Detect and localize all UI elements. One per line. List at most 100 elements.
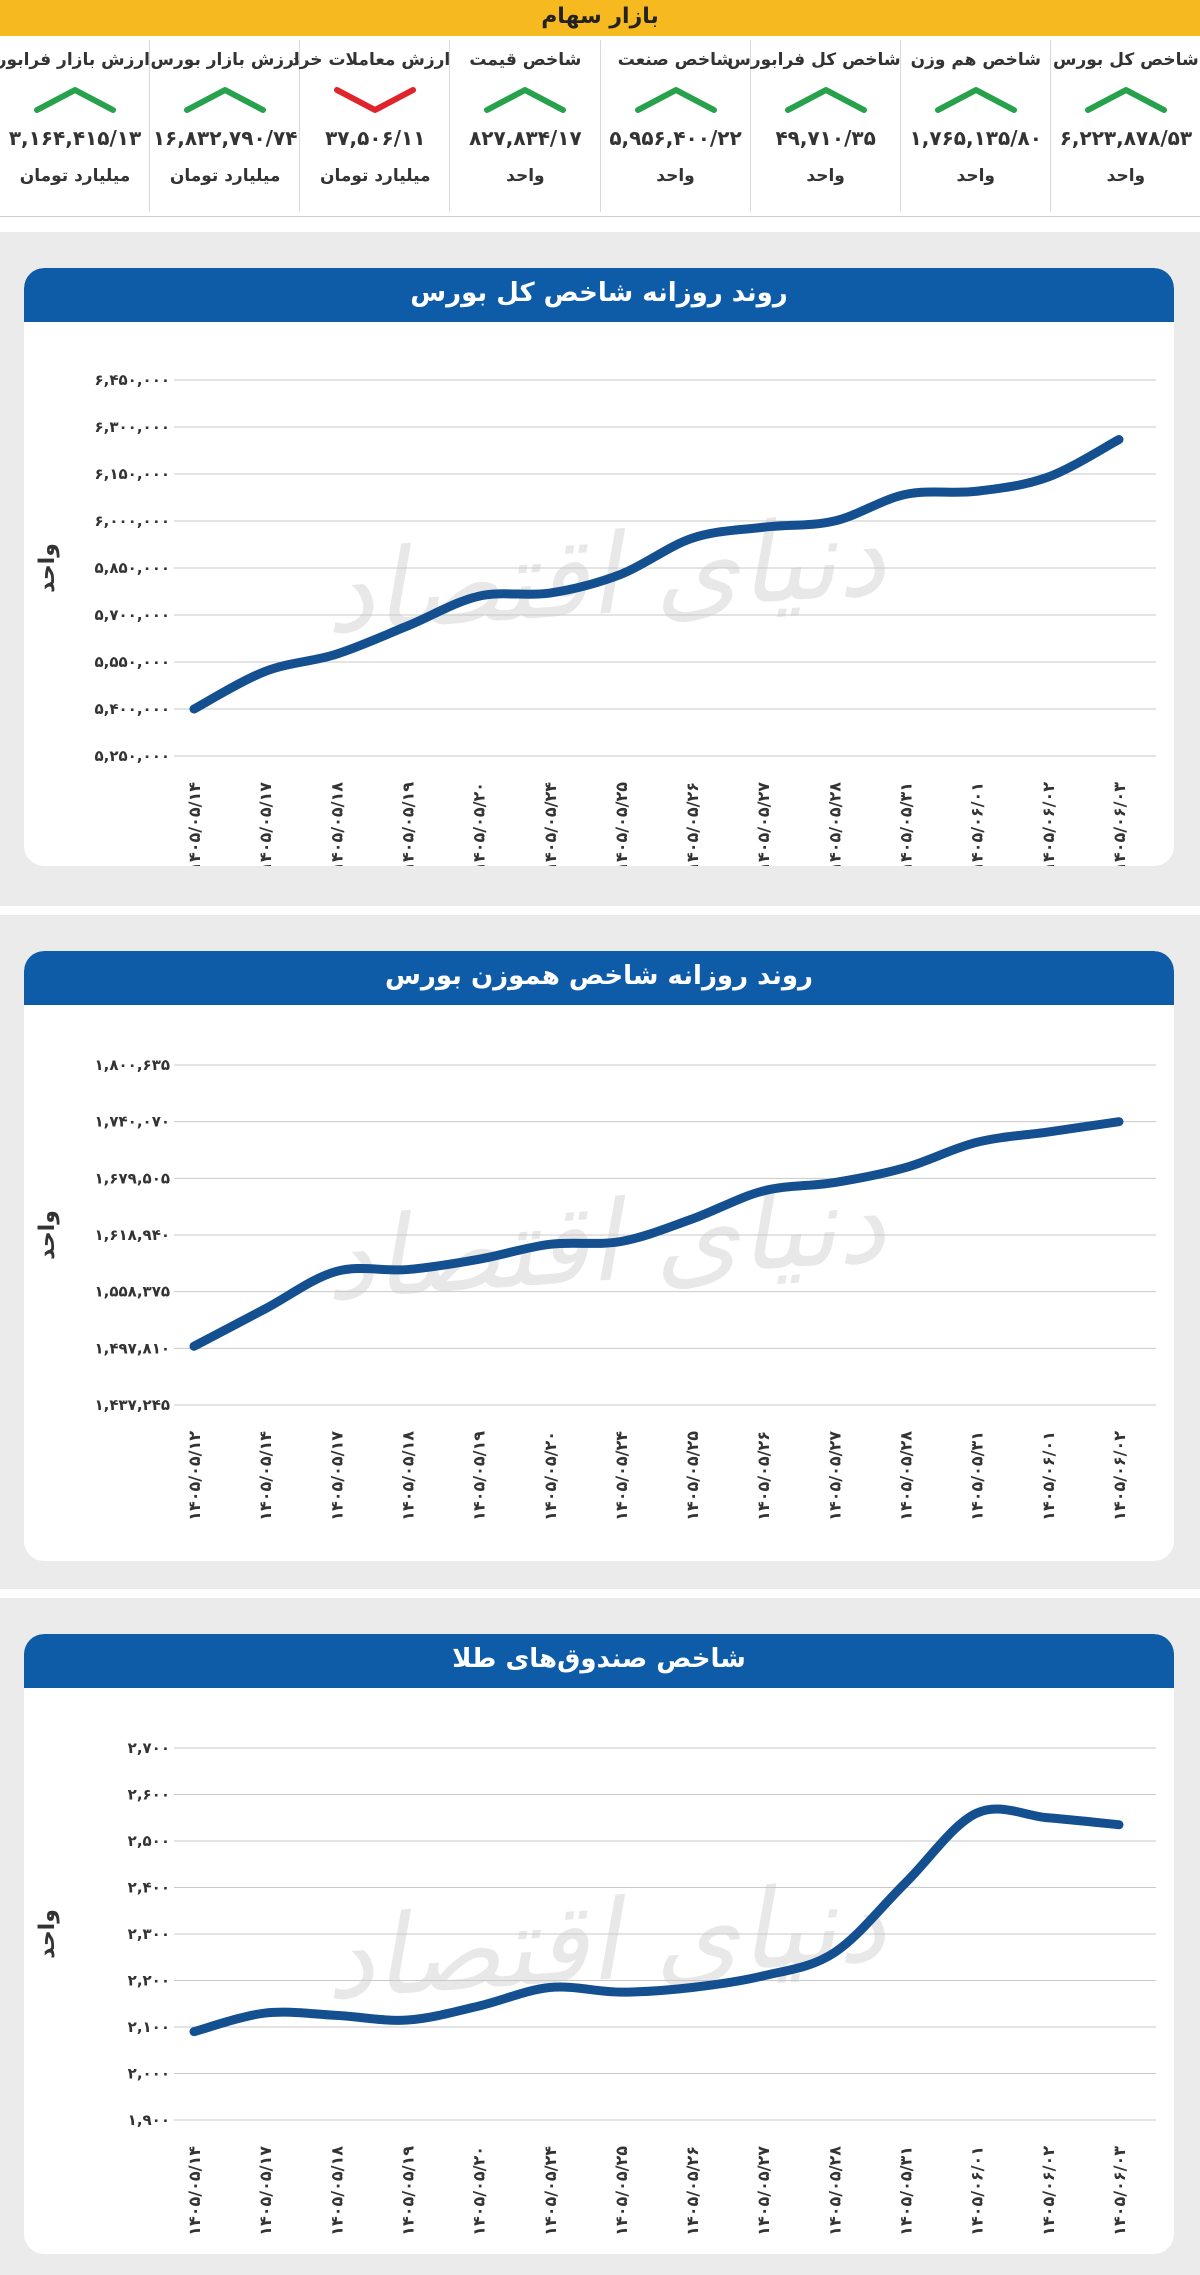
ticker-value: ۱,۷۶۵,۱۳۵/۸۰ (909, 126, 1042, 150)
y-axis-label: واحد (35, 1909, 60, 1959)
x-tick-label: ۱۴۰۵/۰۵/۱۴ (185, 782, 204, 866)
trend-up-icon (184, 87, 267, 113)
y-tick-label: ۱,۴۳۷,۲۴۵ (95, 1396, 170, 1414)
x-tick-label: ۱۴۰۵/۰۵/۲۴ (541, 2146, 560, 2236)
x-tick-label: ۱۴۰۵/۰۵/۲۷ (825, 1431, 844, 1521)
ticker-label: ارزش بازار بورس (150, 50, 300, 70)
chart-card-main-index: روند روزانه شاخص کل بورس دنیای اقتصاد واح… (24, 268, 1174, 866)
y-axis-label: واحد (35, 543, 60, 593)
y-tick-label: ۵,۸۵۰,۰۰۰ (95, 559, 170, 577)
ticker-item: شاخص صنعت ۵,۹۵۶,۴۰۰/۲۲ واحد (599, 40, 750, 212)
x-tick-label: ۱۴۰۵/۰۶/۰۱ (968, 2146, 987, 2236)
x-tick-label: ۱۴۰۵/۰۵/۲۴ (612, 1431, 631, 1521)
ticker-value: ۶,۲۲۳,۸۷۸/۵۳ (1059, 126, 1193, 150)
x-tick-label: ۱۴۰۵/۰۶/۰۱ (968, 782, 987, 866)
y-tick-label: ۶,۴۵۰,۰۰۰ (95, 371, 170, 389)
ticker-unit: میلیارد تومان (319, 166, 431, 186)
trend-up-icon (934, 87, 1017, 113)
y-tick-label: ۲,۶۰۰ (128, 1786, 170, 1804)
ticker-value: ۳۷,۵۰۶/۱۱ (325, 126, 426, 150)
chart-title: شاخص صندوق‌های طلا (452, 1644, 746, 1674)
ticker-item: ارزش بازار فرابورس ۳,۱۶۴,۴۱۵/۱۳ میلیارد تو… (0, 40, 150, 212)
x-tick-label: ۱۴۰۵/۰۵/۲۷ (754, 782, 773, 866)
x-tick-label: ۱۴۰۵/۰۵/۱۹ (398, 2146, 417, 2236)
x-tick-label: ۱۴۰۵/۰۵/۲۰ (470, 782, 489, 866)
watermark-text: دنیای اقتصاد (320, 491, 890, 658)
y-tick-label: ۶,۳۰۰,۰۰۰ (95, 418, 170, 436)
ticker-item: شاخص هم وزن ۱,۷۶۵,۱۳۵/۸۰ واحد (899, 40, 1050, 212)
x-tick-label: ۱۴۰۵/۰۵/۲۴ (541, 782, 560, 866)
y-tick-label: ۱,۵۵۸,۳۷۵ (95, 1283, 170, 1301)
x-tick-label: ۱۴۰۵/۰۵/۲۵ (683, 1431, 702, 1521)
x-tick-label: ۱۴۰۵/۰۵/۳۱ (897, 782, 916, 866)
x-tick-label: ۱۴۰۵/۰۵/۲۰ (470, 2146, 489, 2236)
chart-header: شاخص صندوق‌های طلا (24, 1634, 1174, 1688)
line-chart-gold-funds: دنیای اقتصاد واحد ۱,۹۰۰ ۲,۰۰۰ ۲,۱۰۰ ۲,۲۰۰ ۲,۳۰… (35, 1739, 1156, 2236)
x-tick-label: ۱۴۰۵/۰۵/۱۹ (398, 782, 417, 866)
y-tick-label: ۱,۹۰۰ (128, 2111, 170, 2129)
ticker-label: شاخص هم وزن (910, 50, 1041, 70)
y-axis-label: واحد (35, 1210, 60, 1260)
x-tick-label: ۱۴۰۵/۰۵/۱۸ (327, 2146, 346, 2236)
chart-header: روند روزانه شاخص هموزن بورس (24, 951, 1174, 1005)
watermark-text: دنیای اقتصاد (320, 1857, 890, 2024)
x-tick-label: ۱۴۰۵/۰۵/۱۴ (256, 1431, 275, 1521)
ticker-unit: واحد (806, 166, 845, 186)
x-tick-label: ۱۴۰۵/۰۵/۱۴ (185, 2146, 204, 2236)
series-line (189, 1117, 1124, 1351)
ticker-label: شاخص قیمت (469, 50, 582, 70)
y-tick-label: ۲,۳۰۰ (128, 1925, 170, 1943)
x-tick-label: ۱۴۰۵/۰۵/۱۸ (398, 1431, 417, 1521)
x-tick-label: ۱۴۰۵/۰۵/۲۵ (612, 2146, 631, 2236)
chart-card-equal-weight: روند روزانه شاخص هموزن بورس دنیای اقتصاد… (24, 951, 1174, 1561)
x-tick-label: ۱۴۰۵/۰۵/۱۲ (185, 1431, 204, 1521)
y-tick-label: ۲,۱۰۰ (128, 2018, 170, 2036)
x-tick-label: ۱۴۰۵/۰۵/۱۸ (327, 782, 346, 866)
chart-panel-equal-weight: روند روزانه شاخص هموزن بورس دنیای اقتصاد… (0, 915, 1200, 1589)
x-tick-label: ۱۴۰۵/۰۵/۲۸ (825, 782, 844, 866)
top-bar: بازار سهام (0, 0, 1200, 36)
y-tick-label: ۶,۱۵۰,۰۰۰ (95, 465, 170, 483)
x-tick-label: ۱۴۰۵/۰۵/۲۶ (754, 1431, 773, 1521)
ticker-value: ۱۶,۸۳۲,۷۹۰/۷۴ (152, 126, 298, 150)
ticker-label: ارزش معاملات خرد (290, 50, 451, 70)
x-tick-label: ۱۴۰۵/۰۵/۲۵ (612, 782, 631, 866)
ticker-unit: میلیارد تومان (19, 166, 131, 186)
ticker-value: ۵,۹۵۶,۴۰۰/۲۲ (609, 126, 742, 150)
trend-up-icon (634, 87, 717, 113)
y-tick-label: ۵,۵۵۰,۰۰۰ (95, 653, 170, 671)
series-line (189, 1804, 1124, 2037)
y-tick-label: ۱,۶۱۸,۹۴۰ (95, 1226, 170, 1244)
y-tick-label: ۲,۵۰۰ (128, 1832, 170, 1850)
x-tick-label: ۱۴۰۵/۰۵/۲۰ (541, 1431, 560, 1521)
x-tick-label: ۱۴۰۵/۰۵/۲۷ (754, 2146, 773, 2236)
x-tick-label: ۱۴۰۵/۰۵/۱۷ (256, 2146, 275, 2236)
x-tick-label: ۱۴۰۵/۰۵/۲۸ (825, 2146, 844, 2236)
y-tick-label: ۱,۶۷۹,۵۰۵ (95, 1169, 170, 1187)
ticker-item: شاخص کل فرابورس ۴۹,۷۱۰/۳۵ واحد (727, 40, 901, 212)
y-tick-label: ۲,۴۰۰ (128, 1879, 170, 1897)
y-tick-label: ۲,۰۰۰ (128, 2065, 170, 2083)
ticker-label: شاخص کل بورس (1053, 50, 1199, 70)
y-tick-label: ۱,۸۰۰,۶۳۵ (95, 1056, 170, 1074)
y-tick-label: ۱,۴۹۷,۸۱۰ (95, 1339, 170, 1357)
chart-title: روند روزانه شاخص کل بورس (410, 278, 788, 308)
x-tick-label: ۱۴۰۵/۰۶/۰۲ (1039, 782, 1058, 866)
y-tick-label: ۵,۲۵۰,۰۰۰ (95, 747, 170, 765)
line-chart-main-index: دنیای اقتصاد واحد ۵,۲۵۰,۰۰۰ ۵,۴۰۰,۰۰۰ ۵,۵۵۰,… (35, 371, 1156, 866)
y-tick-label: ۵,۷۰۰,۰۰۰ (95, 606, 170, 624)
ticker-item: ارزش معاملات خرد ۳۷,۵۰۶/۱۱ میلیارد تومان (290, 40, 451, 212)
trend-up-icon (784, 87, 867, 113)
ticker-item: ارزش بازار بورس ۱۶,۸۳۲,۷۹۰/۷۴ میلیارد توما… (149, 40, 300, 212)
y-tick-label: ۲,۲۰۰ (128, 1972, 170, 1990)
x-tick-label: ۱۴۰۵/۰۶/۰۳ (1110, 782, 1129, 866)
x-tick-label: ۱۴۰۵/۰۵/۲۶ (683, 2146, 702, 2236)
ticker-label: ارزش بازار فرابورس (0, 50, 150, 70)
chart-header: روند روزانه شاخص کل بورس (24, 268, 1174, 322)
x-tick-label: ۱۴۰۵/۰۶/۰۳ (1110, 2146, 1129, 2236)
series-line (189, 435, 1124, 714)
ticker-label: شاخص صنعت (617, 50, 734, 70)
ticker-unit: واحد (1106, 166, 1146, 186)
y-tick-label: ۲,۷۰۰ (128, 1739, 170, 1757)
trend-up-icon (34, 87, 116, 113)
